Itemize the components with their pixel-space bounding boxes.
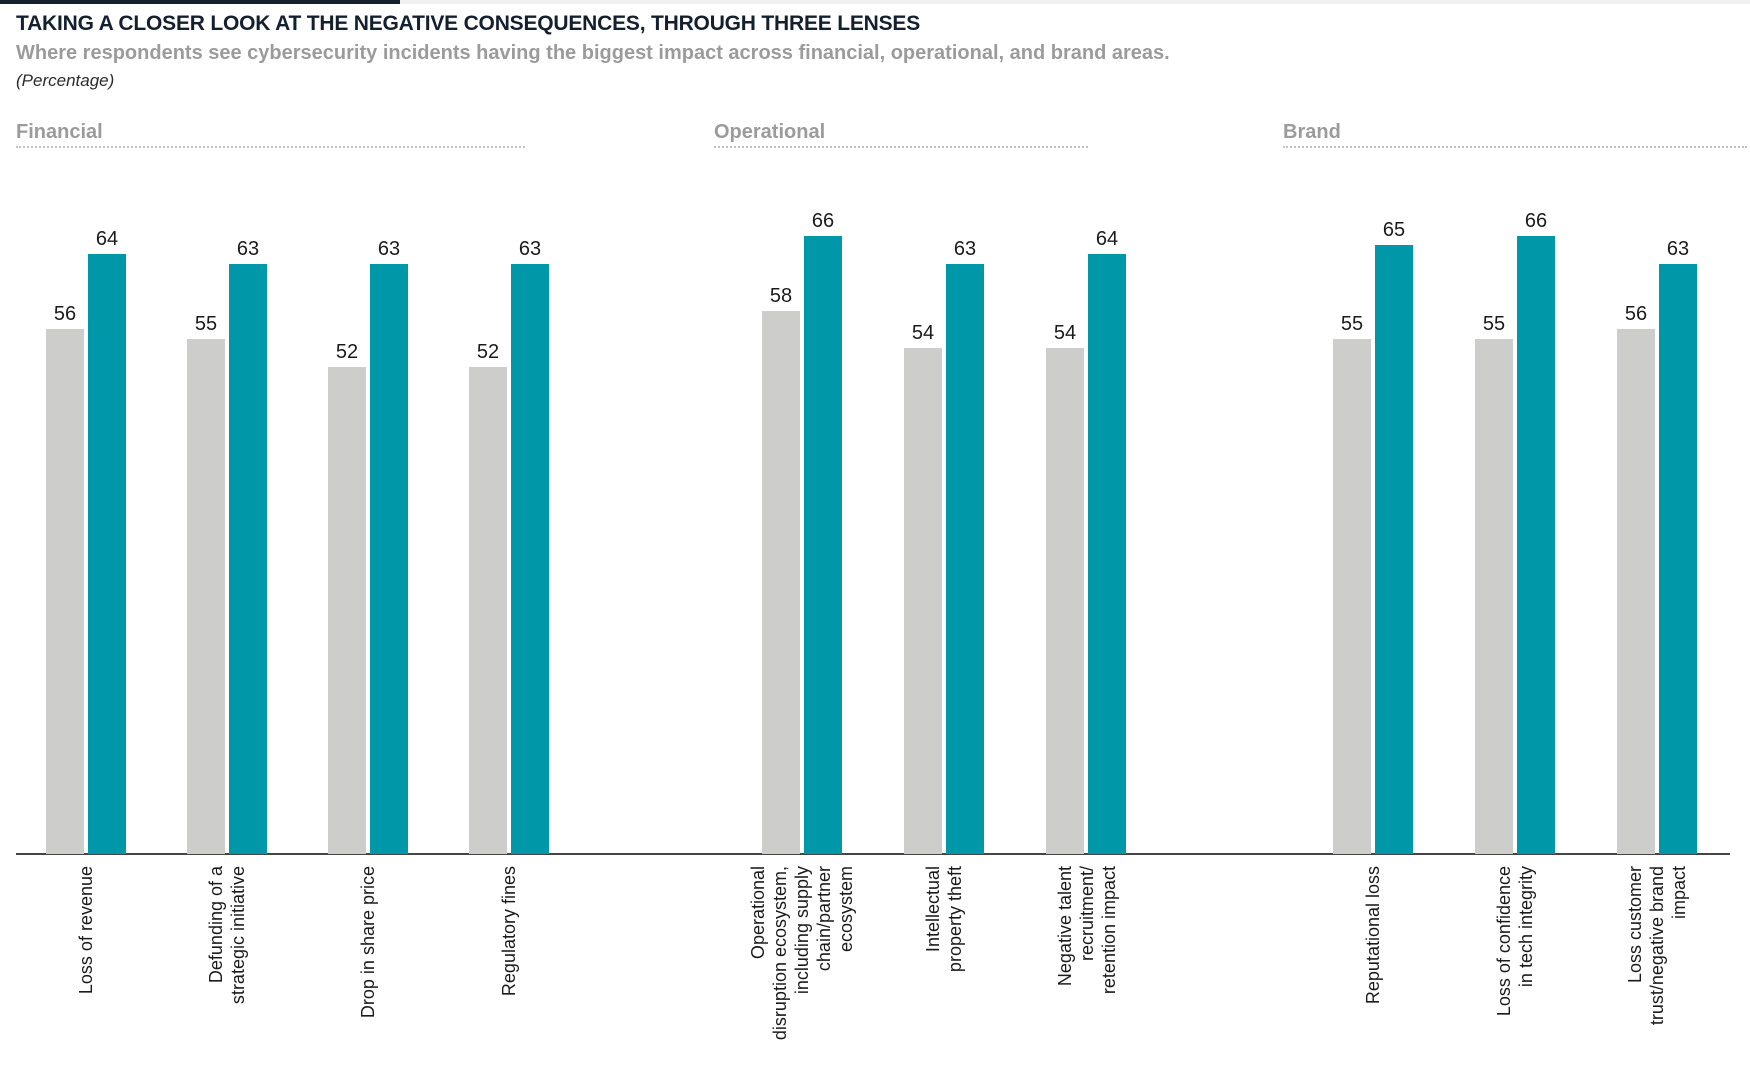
bar-gray (46, 329, 84, 854)
bar-column-gray: 54 (1046, 322, 1084, 854)
bar-gray (1617, 329, 1655, 854)
bar-value-label: 63 (377, 237, 401, 260)
bar-gray (1475, 338, 1513, 854)
bar-value-label: 55 (1340, 312, 1364, 335)
category-label: Operational disruption ecosystem, includin… (748, 866, 856, 1041)
bar-column-teal: 63 (370, 238, 408, 854)
category-label: Intellectual property theft (923, 866, 965, 973)
section-header-financial: Financial (16, 121, 103, 143)
bar-group: 56 63 (1617, 238, 1697, 854)
bar-value-label: 65 (1382, 219, 1406, 241)
bar-gray (1046, 348, 1084, 854)
bar-group: 56 64 (46, 228, 126, 854)
bar-teal (88, 254, 126, 854)
bar-value-label: 66 (811, 209, 835, 232)
category-label: Regulatory fines (499, 866, 519, 997)
bar-value-label: 54 (911, 322, 935, 344)
bar-column-teal: 63 (1659, 238, 1697, 854)
bar-group: 54 63 (904, 238, 984, 854)
bar-gray (328, 366, 366, 854)
section-rule-operational (714, 146, 1088, 148)
category-label: Defunding of a strategic initiative (206, 866, 248, 1005)
bar-column-gray: 54 (904, 322, 942, 854)
bar-group: 54 64 (1046, 228, 1126, 854)
top-accent-rule-dark-segment (0, 0, 400, 4)
category-label: Reputational loss (1363, 866, 1383, 1005)
bar-value-label: 56 (53, 303, 77, 326)
bar-column-gray: 56 (1617, 303, 1655, 854)
bar-column-teal: 63 (946, 238, 984, 854)
bar-gray (1333, 338, 1371, 854)
bar-column-gray: 55 (1333, 313, 1371, 854)
bar-value-label: 52 (335, 340, 359, 363)
bar-value-label: 63 (953, 237, 977, 260)
bar-group: 58 66 (762, 210, 842, 854)
bar-column-gray: 52 (469, 341, 507, 854)
bar-row-operational: 58 66 54 63 54 64 (762, 204, 1126, 854)
bar-teal (511, 263, 549, 854)
category-label: Negative talent recruitment/retention imp… (1055, 866, 1119, 995)
bar-value-label: 63 (236, 237, 260, 260)
bar-column-gray: 56 (46, 303, 84, 854)
bar-value-label: 63 (1666, 237, 1690, 260)
bar-teal (946, 263, 984, 854)
bar-row-financial: 56 64 55 63 52 63 52 63 (46, 204, 549, 854)
bar-teal (1375, 245, 1413, 854)
x-axis-line (16, 853, 1730, 855)
category-label: Loss of confidence in tech integrity (1494, 866, 1536, 1017)
bar-value-label: 64 (95, 228, 119, 251)
section-header-brand: Brand (1283, 121, 1341, 143)
chart-subtitle: Where respondents see cybersecurity inci… (16, 42, 1170, 64)
bar-column-teal: 65 (1375, 219, 1413, 854)
bar-value-label: 64 (1095, 228, 1119, 251)
bar-teal (370, 263, 408, 854)
bar-value-label: 55 (194, 312, 218, 335)
bar-column-teal: 66 (1517, 210, 1555, 854)
category-label: Drop in share price (358, 866, 378, 1019)
bar-column-teal: 64 (1088, 228, 1126, 854)
section-rule-brand (1283, 146, 1747, 148)
unit-note: (Percentage) (16, 71, 115, 90)
bar-teal (1517, 235, 1555, 854)
bar-group: 55 66 (1475, 210, 1555, 854)
top-accent-rule (0, 0, 1750, 4)
bar-column-teal: 63 (229, 238, 267, 854)
bar-value-label: 66 (1524, 209, 1548, 232)
bar-gray (762, 310, 800, 854)
bar-value-label: 58 (769, 284, 793, 307)
bar-teal (804, 235, 842, 854)
bar-group: 55 65 (1333, 219, 1413, 854)
bar-column-gray: 55 (187, 313, 225, 854)
bar-value-label: 52 (476, 340, 500, 363)
bar-gray (187, 338, 225, 854)
bar-value-label: 54 (1053, 322, 1077, 344)
page-title: TAKING A CLOSER LOOK AT THE NEGATIVE CON… (16, 12, 921, 35)
bar-group: 52 63 (328, 238, 408, 854)
bar-column-teal: 66 (804, 210, 842, 854)
bar-gray (469, 366, 507, 854)
bar-column-gray: 52 (328, 341, 366, 854)
bar-teal (229, 263, 267, 854)
bar-gray (904, 348, 942, 854)
bar-group: 52 63 (469, 238, 549, 854)
bar-column-gray: 58 (762, 284, 800, 854)
bar-value-label: 56 (1624, 303, 1648, 326)
bar-group: 55 63 (187, 238, 267, 854)
bar-value-label: 63 (518, 237, 542, 260)
bar-column-teal: 64 (88, 228, 126, 854)
section-rule-financial (16, 146, 525, 148)
bar-value-label: 55 (1482, 312, 1506, 335)
section-header-operational: Operational (714, 121, 826, 143)
category-label: Loss customer trust/negative brand impact (1625, 866, 1689, 1026)
bar-row-brand: 55 65 55 66 56 63 (1333, 204, 1697, 854)
bar-teal (1659, 263, 1697, 854)
bar-column-teal: 63 (511, 238, 549, 854)
bar-teal (1088, 254, 1126, 854)
category-label: Loss of revenue (76, 866, 96, 995)
bar-column-gray: 55 (1475, 313, 1513, 854)
